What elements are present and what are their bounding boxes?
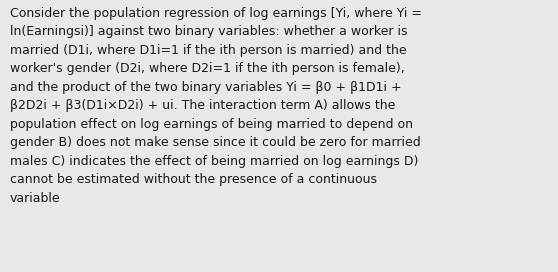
Text: Consider the population regression of log earnings [Yi, where Yi =
ln(Earningsi): Consider the population regression of lo…: [10, 7, 422, 205]
